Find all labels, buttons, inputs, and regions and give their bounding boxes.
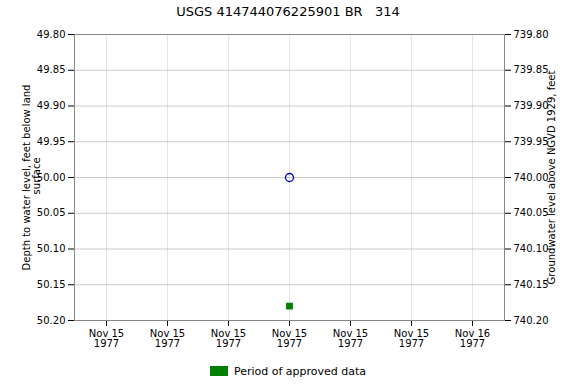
- svg-text:50.10: 50.10: [37, 243, 66, 254]
- svg-text:49.80: 49.80: [37, 29, 66, 40]
- svg-text:50.05: 50.05: [37, 207, 66, 218]
- svg-text:50.15: 50.15: [37, 279, 66, 290]
- svg-text:Nov 151977: Nov 151977: [272, 328, 307, 349]
- svg-text:740.15: 740.15: [514, 279, 549, 290]
- html-text:Period of approved data: Period of approved data: [233, 364, 367, 378]
- svg-text:739.85: 739.85: [514, 64, 549, 75]
- svg-text:739.80: 739.80: [514, 29, 549, 40]
- svg-text:739.90: 739.90: [514, 100, 549, 111]
- svg-text:49.85: 49.85: [37, 64, 66, 75]
- svg-text:740.00: 740.00: [514, 172, 549, 183]
- svg-text:Nov 151977: Nov 151977: [211, 328, 246, 349]
- svg-text:Nov 151977: Nov 151977: [333, 328, 368, 349]
- svg-text:740.20: 740.20: [514, 315, 549, 326]
- svg-text:50.20: 50.20: [37, 315, 66, 326]
- svg-text:740.05: 740.05: [514, 207, 549, 218]
- html-text:USGS 414744076225901 BR 314: USGS 414744076225901 BR 314: [176, 4, 400, 19]
- svg-text:740.10: 740.10: [514, 243, 549, 254]
- svg-text:739.95: 739.95: [514, 136, 549, 147]
- svg-text:Depth to water level, feet bel: Depth to water level, feet below land su…: [21, 85, 42, 271]
- svg-text:Groundwater level above NGVD 1: Groundwater level above NGVD 1929, feet: [546, 71, 557, 285]
- svg-text:Nov 151977: Nov 151977: [89, 328, 124, 349]
- svg-text:50.00: 50.00: [36, 171, 66, 183]
- svg-text:49.95: 49.95: [37, 136, 66, 147]
- svg-text:Nov 161977: Nov 161977: [455, 328, 490, 349]
- svg-text:Nov 151977: Nov 151977: [394, 328, 429, 349]
- svg-text:49.90: 49.90: [37, 100, 66, 111]
- svg-text:Nov 151977: Nov 151977: [150, 328, 185, 349]
